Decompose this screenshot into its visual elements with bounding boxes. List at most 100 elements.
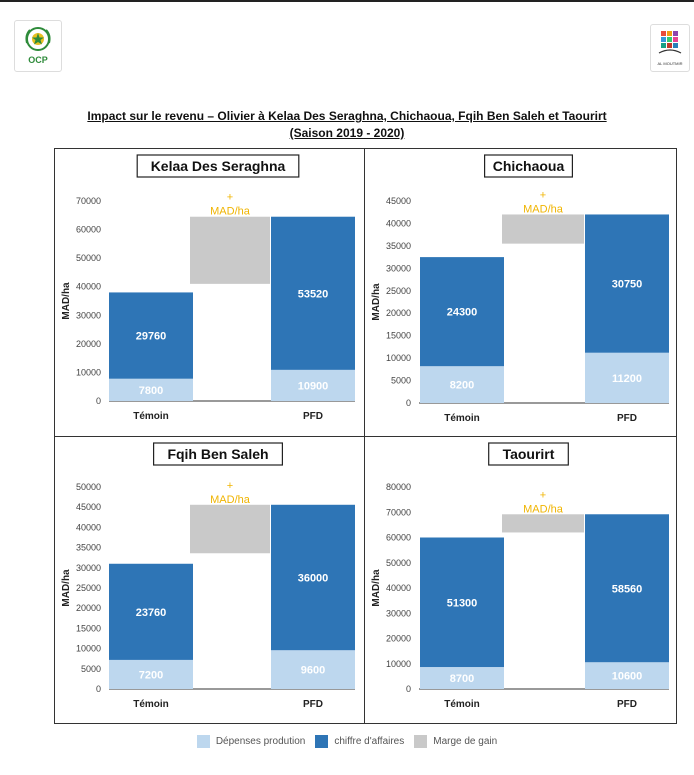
y-tick-label: 30000 bbox=[76, 310, 101, 320]
marge-plus-label: + bbox=[540, 189, 546, 201]
y-tick-label: 35000 bbox=[386, 241, 411, 251]
y-axis-label: MAD/ha bbox=[61, 282, 72, 320]
data-label-depenses: 8700 bbox=[450, 673, 474, 685]
x-tick-label: PFD bbox=[617, 413, 637, 424]
bar-depenses bbox=[585, 352, 669, 403]
ocp-logo: OCP bbox=[14, 20, 62, 72]
bar-depenses bbox=[271, 369, 355, 401]
data-label-chiffre-affaires: 53520 bbox=[298, 288, 329, 300]
bar-depenses bbox=[585, 662, 669, 689]
x-tick-label: Témoin bbox=[133, 699, 169, 710]
bar-depenses bbox=[109, 659, 193, 689]
marge-unit-label: MAD/ha bbox=[523, 203, 564, 215]
y-tick-label: 30000 bbox=[386, 608, 411, 618]
y-axis-label: MAD/ha bbox=[371, 569, 382, 607]
y-tick-label: 10000 bbox=[76, 367, 101, 377]
moutmir-emblem-icon bbox=[658, 31, 682, 54]
bar-chiffre-affaires bbox=[109, 563, 193, 660]
y-tick-label: 30000 bbox=[76, 563, 101, 573]
y-axis-label: MAD/ha bbox=[61, 569, 72, 607]
y-tick-label: 30000 bbox=[386, 263, 411, 273]
data-label-depenses: 9600 bbox=[301, 665, 325, 677]
chart-title: Chichaoua bbox=[493, 158, 565, 174]
y-tick-label: 0 bbox=[96, 396, 101, 406]
bar-marge-de-gain bbox=[190, 216, 270, 284]
chart-title-box bbox=[136, 154, 300, 178]
y-tick-label: 45000 bbox=[386, 196, 411, 206]
y-tick-label: 40000 bbox=[386, 583, 411, 593]
ocp-emblem-icon bbox=[25, 27, 51, 51]
chart-title-box bbox=[483, 154, 574, 178]
y-tick-label: 25000 bbox=[386, 286, 411, 296]
data-label-depenses: 10900 bbox=[298, 380, 329, 392]
y-tick-label: 40000 bbox=[76, 522, 101, 532]
y-tick-label: 50000 bbox=[386, 558, 411, 568]
al-moutmir-logo: AL MOUTMIR bbox=[650, 24, 690, 72]
y-tick-label: 60000 bbox=[386, 533, 411, 543]
y-tick-label: 5000 bbox=[81, 664, 101, 674]
x-tick-label: Témoin bbox=[444, 413, 480, 424]
chart-chichaoua-svg: Chichaoua 0 5000 10000 15000 20000 25000 30000 3… bbox=[371, 154, 669, 424]
data-label-chiffre-affaires: 23760 bbox=[136, 607, 167, 619]
chart-title: Kelaa Des Seraghna bbox=[151, 158, 286, 174]
legend-item-depenses: Dépenses prodution bbox=[196, 734, 306, 748]
y-tick-label: 0 bbox=[96, 684, 101, 694]
x-tick-label: Témoin bbox=[444, 699, 480, 710]
y-tick-label: 20000 bbox=[386, 308, 411, 318]
bar-depenses bbox=[420, 366, 504, 403]
marge-plus-label: + bbox=[227, 192, 233, 204]
legend-label: chiffre d'affaires bbox=[334, 735, 405, 747]
chart-title-box bbox=[488, 442, 569, 466]
legend-item-marge: Marge de gain bbox=[414, 734, 497, 748]
y-tick-label: 0 bbox=[406, 398, 411, 408]
ocp-logo-text: OCP bbox=[28, 55, 48, 65]
chart-title-box bbox=[152, 442, 284, 466]
x-tick-label: PFD bbox=[303, 411, 323, 422]
bar-depenses bbox=[109, 378, 193, 401]
x-tick-label: PFD bbox=[617, 699, 637, 710]
chart-taourirt-svg: Taourirt 0 10000 20000 30000 40000 50000 60000 7… bbox=[371, 442, 669, 710]
bar-marge-de-gain bbox=[190, 504, 270, 554]
y-tick-label: 70000 bbox=[76, 196, 101, 206]
marge-unit-label: MAD/ha bbox=[210, 206, 251, 218]
bar-chiffre-affaires bbox=[271, 504, 355, 651]
legend: Dépenses prodution chiffre d'affaires Ma… bbox=[0, 734, 694, 748]
y-axis-label: MAD/ha bbox=[371, 283, 382, 321]
chart-fqih-svg: Fqih Ben Saleh 0 5000 10000 15000 20000 25000 3… bbox=[61, 442, 355, 710]
data-label-depenses: 7200 bbox=[139, 669, 163, 681]
bar-chiffre-affaires bbox=[271, 216, 355, 370]
data-label-chiffre-affaires: 30750 bbox=[612, 279, 643, 291]
marge-plus-label: + bbox=[540, 489, 546, 501]
chart-panel-chichaoua: Chichaoua 0 5000 10000 15000 20000 25000 30000 3… bbox=[364, 148, 677, 438]
page-title: Impact sur le revenu – Olivier à Kelaa D… bbox=[0, 108, 694, 142]
y-tick-label: 70000 bbox=[386, 507, 411, 517]
data-label-depenses: 11200 bbox=[612, 373, 642, 385]
y-tick-label: 50000 bbox=[76, 253, 101, 263]
y-tick-label: 10000 bbox=[386, 659, 411, 669]
bar-depenses bbox=[271, 650, 355, 689]
data-label-chiffre-affaires: 36000 bbox=[298, 572, 329, 584]
legend-item-chiffre: chiffre d'affaires bbox=[315, 734, 405, 748]
chart-panel-kelaa: Kelaa Des Seraghna 0 10000 20000 30000 40000 5… bbox=[54, 148, 366, 438]
y-tick-label: 35000 bbox=[76, 543, 101, 553]
y-tick-label: 10000 bbox=[386, 353, 411, 363]
bar-chiffre-affaires bbox=[420, 537, 504, 668]
chart-title: Fqih Ben Saleh bbox=[167, 446, 268, 462]
bar-marge-de-gain bbox=[502, 214, 584, 244]
y-tick-label: 15000 bbox=[386, 331, 411, 341]
data-label-chiffre-affaires: 24300 bbox=[447, 307, 478, 319]
data-label-chiffre-affaires: 51300 bbox=[447, 597, 478, 609]
marge-unit-label: MAD/ha bbox=[523, 503, 564, 515]
legend-swatch bbox=[315, 734, 329, 748]
top-rule bbox=[0, 0, 694, 2]
legend-label: Dépenses prodution bbox=[215, 735, 306, 747]
y-tick-label: 60000 bbox=[76, 225, 101, 235]
chart-panel-taourirt: Taourirt 0 10000 20000 30000 40000 50000 60000 7… bbox=[364, 436, 677, 724]
chart-title: Taourirt bbox=[503, 446, 555, 462]
title-line-2: (Saison 2019 - 2020) bbox=[289, 126, 405, 140]
y-tick-label: 10000 bbox=[76, 644, 101, 654]
data-label-chiffre-affaires: 29760 bbox=[136, 331, 167, 343]
y-tick-label: 40000 bbox=[76, 282, 101, 292]
bar-chiffre-affaires bbox=[585, 514, 669, 663]
y-tick-label: 20000 bbox=[76, 339, 101, 349]
